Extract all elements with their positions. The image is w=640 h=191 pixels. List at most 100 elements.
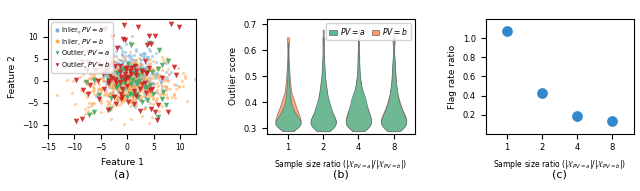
Point bbox=[116, 75, 126, 78]
Point bbox=[109, 101, 120, 104]
Point bbox=[128, 68, 138, 71]
Point bbox=[108, 84, 118, 87]
Point bbox=[141, 80, 151, 83]
Point bbox=[136, 69, 147, 72]
Point bbox=[104, 82, 114, 85]
Point bbox=[96, 88, 106, 91]
Point bbox=[105, 73, 115, 76]
Point bbox=[85, 83, 95, 86]
Point bbox=[118, 73, 129, 76]
Point bbox=[108, 75, 118, 78]
Point bbox=[110, 86, 120, 89]
Point bbox=[132, 80, 143, 83]
Point bbox=[143, 67, 154, 70]
Point bbox=[134, 72, 145, 75]
Point bbox=[116, 59, 127, 62]
Point bbox=[161, 62, 171, 65]
Point bbox=[122, 80, 132, 83]
Point bbox=[120, 50, 130, 53]
Point bbox=[160, 77, 170, 80]
Point bbox=[92, 69, 102, 72]
Point bbox=[147, 116, 157, 119]
Point bbox=[111, 50, 121, 53]
Point bbox=[111, 103, 122, 106]
Point bbox=[100, 91, 110, 94]
Point bbox=[120, 76, 130, 79]
Point bbox=[125, 76, 135, 79]
Point bbox=[113, 88, 123, 91]
Point bbox=[141, 43, 152, 46]
Point bbox=[107, 92, 117, 96]
Point bbox=[101, 64, 111, 67]
Point bbox=[125, 68, 136, 71]
Point bbox=[107, 86, 117, 89]
Point bbox=[119, 78, 129, 81]
Point bbox=[88, 75, 98, 78]
Point bbox=[120, 79, 131, 82]
Point bbox=[104, 91, 115, 94]
Point bbox=[118, 81, 128, 84]
Point bbox=[83, 91, 93, 94]
Point bbox=[132, 82, 142, 85]
Point bbox=[166, 70, 177, 73]
Point bbox=[141, 70, 152, 74]
Point bbox=[131, 62, 141, 65]
Point bbox=[100, 61, 111, 64]
Point bbox=[129, 68, 139, 71]
Point bbox=[86, 112, 97, 115]
Point bbox=[113, 61, 123, 64]
Point bbox=[130, 81, 140, 84]
Point bbox=[113, 79, 124, 82]
Point bbox=[112, 46, 122, 49]
Point bbox=[131, 95, 141, 98]
Point bbox=[154, 65, 164, 68]
Point bbox=[100, 69, 111, 72]
Point bbox=[120, 72, 130, 75]
Point bbox=[145, 89, 155, 92]
Point bbox=[145, 57, 155, 60]
Point bbox=[93, 78, 103, 81]
Point bbox=[104, 57, 115, 60]
Point bbox=[115, 81, 125, 84]
Point bbox=[143, 100, 154, 103]
Y-axis label: Outlier score: Outlier score bbox=[229, 47, 238, 105]
Point bbox=[151, 100, 161, 103]
Point bbox=[121, 80, 131, 83]
Point bbox=[125, 95, 136, 98]
Point bbox=[132, 94, 143, 97]
Point bbox=[115, 83, 125, 86]
Point bbox=[112, 97, 122, 100]
Point bbox=[97, 75, 108, 79]
Point bbox=[98, 72, 108, 75]
Point bbox=[129, 79, 140, 83]
Point bbox=[142, 78, 152, 81]
Point bbox=[131, 93, 141, 96]
Point bbox=[122, 76, 132, 79]
Point bbox=[89, 111, 99, 114]
Point bbox=[113, 91, 123, 94]
Point bbox=[137, 72, 147, 75]
Point bbox=[119, 74, 129, 77]
Point bbox=[120, 97, 131, 100]
Point bbox=[142, 56, 152, 59]
Point bbox=[141, 74, 151, 78]
Point bbox=[131, 72, 141, 75]
Point bbox=[157, 87, 167, 90]
Point bbox=[142, 89, 152, 92]
Point bbox=[95, 62, 105, 65]
Point bbox=[101, 82, 111, 85]
Point bbox=[148, 103, 158, 106]
Text: (a): (a) bbox=[114, 169, 130, 179]
Point bbox=[124, 85, 134, 88]
Point bbox=[144, 86, 154, 89]
Point bbox=[95, 87, 106, 90]
Point bbox=[120, 78, 130, 81]
Point bbox=[123, 79, 133, 82]
Point bbox=[111, 74, 121, 77]
Point bbox=[129, 76, 139, 79]
Point bbox=[131, 79, 141, 82]
Point bbox=[134, 81, 145, 84]
Point bbox=[142, 99, 152, 102]
Point bbox=[111, 54, 122, 57]
Point bbox=[131, 77, 141, 80]
